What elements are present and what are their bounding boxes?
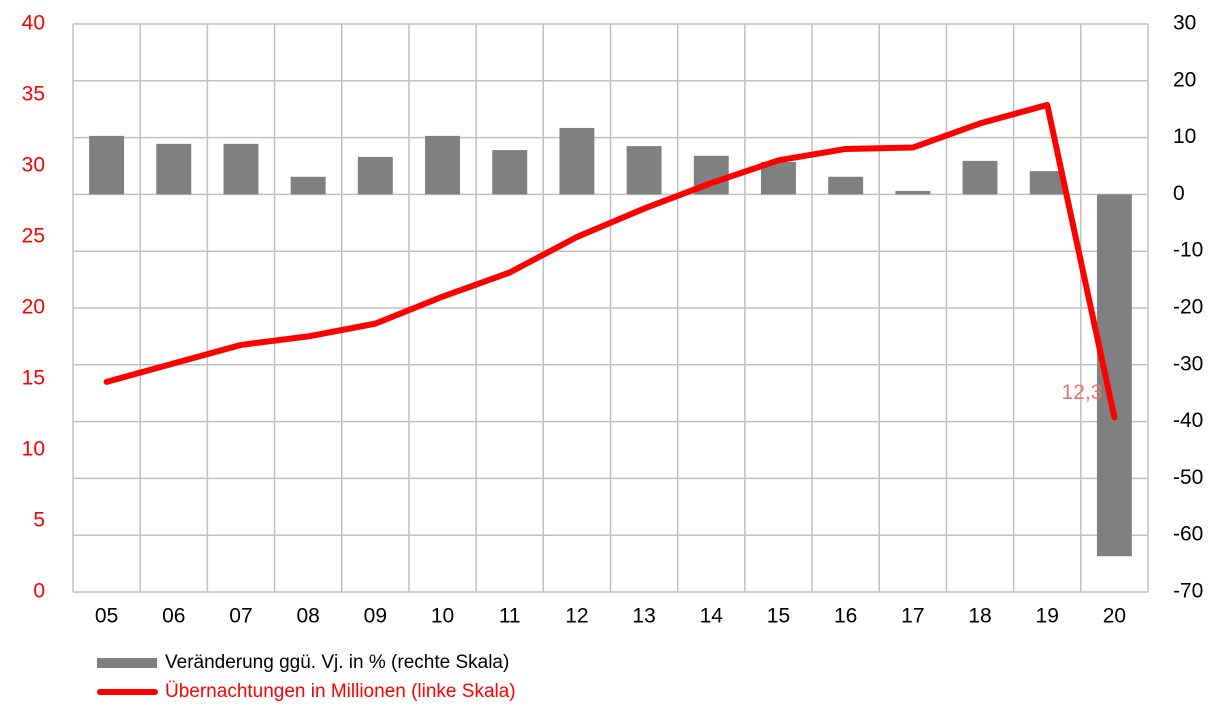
bar	[1029, 171, 1065, 195]
data-label: 12,3	[1062, 381, 1103, 404]
bar	[1096, 194, 1132, 557]
bar	[962, 160, 998, 195]
x-tick-label: 11	[499, 605, 521, 628]
legend-swatch	[97, 658, 157, 668]
y2-tick-label: 0	[1173, 182, 1185, 205]
x-tick-label: 05	[95, 605, 118, 628]
y-tick-label: 15	[22, 367, 45, 390]
x-tick-label: 06	[162, 605, 185, 628]
y2-tick-label: 10	[1173, 125, 1196, 148]
x-tick-label: 14	[700, 605, 724, 628]
line	[103, 101, 1118, 421]
y2-tick-label: -40	[1173, 409, 1203, 432]
x-tick-label: 17	[901, 605, 924, 628]
x-tick-label: 07	[229, 605, 252, 628]
y-tick-label: 10	[22, 438, 45, 461]
y-tick-label: 30	[22, 154, 45, 177]
y-tick-label: 0	[33, 580, 45, 603]
x-tick-label: 13	[632, 605, 655, 628]
y2-tick-label: -30	[1173, 352, 1203, 375]
bar	[492, 150, 528, 195]
y2-tick-label: -70	[1173, 580, 1203, 603]
y-tick-label: 35	[22, 83, 45, 106]
x-tick-label: 15	[767, 605, 790, 628]
bar	[559, 127, 595, 195]
x-tick-label: 16	[834, 605, 857, 628]
bar	[895, 190, 931, 195]
y2-tick-label: -20	[1173, 296, 1203, 319]
x-tick-label: 18	[968, 605, 991, 628]
x-tick-label: 19	[1036, 605, 1059, 628]
y-tick-label: 5	[33, 509, 45, 532]
y2-tick-label: -50	[1173, 466, 1203, 489]
x-tick-label: 20	[1103, 605, 1126, 628]
bar	[89, 135, 125, 195]
y2-tick-label: -60	[1173, 523, 1203, 546]
y-tick-label: 40	[22, 12, 45, 35]
x-tick-label: 08	[296, 605, 319, 628]
y-tick-label: 25	[22, 225, 45, 248]
x-tick-label: 09	[364, 605, 387, 628]
bar	[828, 176, 864, 195]
bar	[156, 143, 192, 195]
bar	[357, 156, 393, 195]
y2-tick-label: -10	[1173, 239, 1203, 262]
x-tick-label: 10	[431, 605, 454, 628]
y2-tick-label: 30	[1173, 12, 1196, 35]
bar	[290, 176, 326, 195]
legend-label: Veränderung ggü. Vj. in % (rechte Skala)	[165, 652, 509, 673]
legend-label: Übernachtungen in Millionen (linke Skala…	[165, 681, 516, 702]
bar	[626, 146, 662, 195]
bar	[425, 135, 460, 195]
y2-tick-label: 20	[1173, 68, 1196, 91]
y-tick-label: 20	[22, 296, 45, 319]
bar	[223, 143, 259, 195]
x-tick-label: 12	[565, 605, 588, 628]
